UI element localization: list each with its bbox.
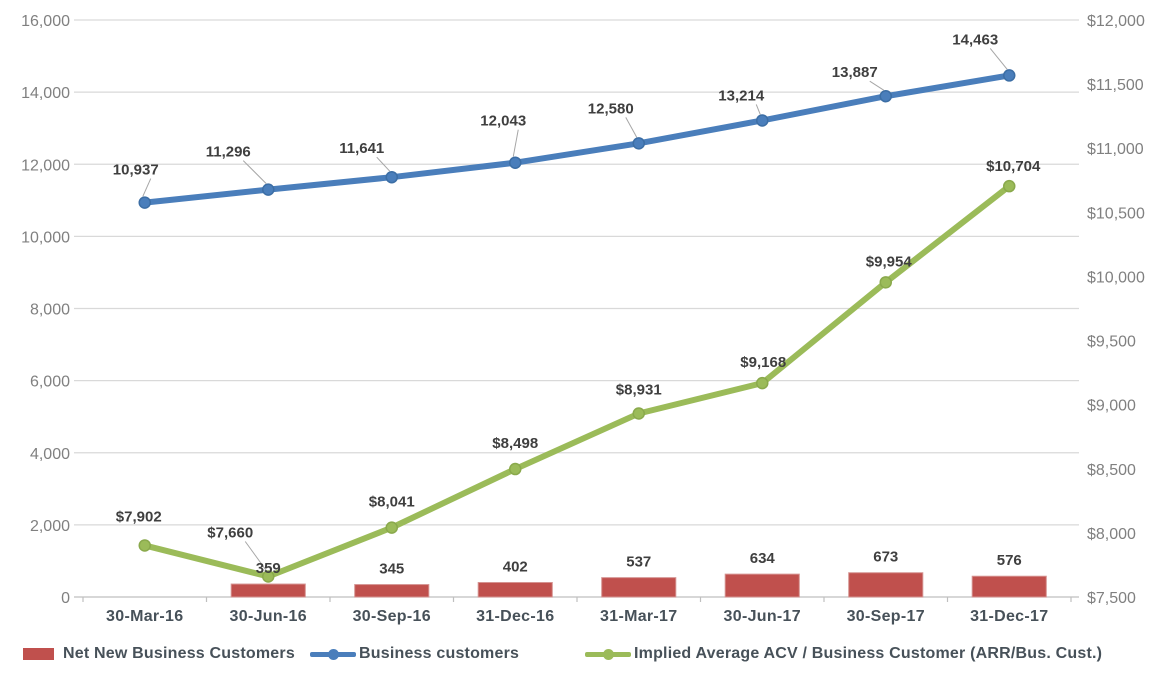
business-customers-marker — [509, 156, 522, 169]
x-axis-category-label: 31-Dec-16 — [476, 608, 554, 625]
implied-acv-label-leader — [244, 541, 267, 571]
business-customers-marker — [262, 183, 275, 196]
right-axis-tick-label: $10,500 — [1087, 205, 1145, 222]
bar-net-new-business-customers — [724, 573, 800, 598]
implied-acv-line — [141, 183, 1013, 580]
right-axis-tick-label: $11,500 — [1087, 77, 1144, 94]
x-axis-category-label: 31-Mar-17 — [600, 608, 677, 625]
bar-net-new-business-customers — [230, 583, 306, 598]
business-customers-label-leader — [755, 104, 761, 115]
bar-net-new-business-customers — [354, 584, 430, 598]
implied-acv-data-label: $9,168 — [740, 354, 786, 371]
left-axis-tick-label: 12,000 — [21, 157, 70, 174]
business-customers-label-leader — [989, 48, 1008, 70]
x-axis-category-label: 30-Jun-16 — [230, 608, 307, 625]
legend-item-business-customers: Business customers — [310, 640, 519, 668]
business-customers-marker — [632, 137, 645, 150]
bar-net-new-business-customers — [848, 572, 924, 598]
business-customers-label-leader — [242, 160, 267, 184]
business-customers-marker — [1003, 69, 1016, 82]
implied-acv-data-label: $8,498 — [492, 435, 538, 452]
net-new-data-label: 537 — [626, 554, 651, 571]
business-customers-data-label: 11,296 — [206, 144, 251, 161]
implied-acv-marker — [509, 462, 522, 476]
x-axis-category-label: 30-Jun-17 — [724, 608, 801, 625]
right-axis-tick-label: $12,000 — [1087, 13, 1145, 30]
legend-label: Business customers — [359, 645, 520, 662]
right-axis-tick-label: $9,000 — [1087, 398, 1136, 415]
right-axis-tick-label: $7,500 — [1087, 590, 1136, 607]
business-customers-label-leader — [869, 80, 885, 91]
business-customers-data-label: 11,641 — [339, 140, 384, 157]
business-customers-data-label: 12,043 — [480, 113, 526, 130]
bar-net-new-business-customers — [477, 582, 553, 598]
implied-acv-data-label: $8,041 — [369, 494, 415, 511]
implied-acv-data-label: $8,931 — [616, 382, 662, 399]
net-new-data-label: 673 — [873, 549, 898, 566]
implied-acv-data-label: $7,902 — [116, 508, 162, 525]
x-axis-category-label: 31-Dec-17 — [970, 608, 1048, 625]
right-axis-tick-label: $10,000 — [1087, 269, 1145, 286]
left-axis-tick-label: 6,000 — [30, 374, 70, 391]
implied-acv-marker — [879, 276, 892, 289]
x-axis-category-label: 30-Mar-16 — [106, 608, 183, 625]
x-axis-category-label: 30-Sep-16 — [353, 608, 431, 625]
business-customers-label-leader — [376, 156, 391, 172]
legend-line-swatch-green — [585, 648, 631, 660]
business-customers-marker — [385, 170, 398, 184]
left-axis-tick-label: 14,000 — [21, 85, 70, 102]
implied-acv-marker — [632, 407, 645, 420]
business-customers-data-label: 13,887 — [832, 64, 878, 81]
left-axis-tick-label: 4,000 — [30, 446, 70, 463]
left-axis-tick-label: 2,000 — [30, 518, 70, 535]
net-new-data-label: 345 — [379, 561, 404, 578]
legend-bar-swatch — [23, 648, 54, 660]
left-axis-tick-label: 0 — [61, 590, 70, 607]
right-axis-tick-label: $8,000 — [1087, 526, 1136, 543]
implied-acv-marker — [385, 521, 398, 534]
implied-acv-data-label: $7,660 — [207, 524, 253, 541]
implied-acv-data-label: $10,704 — [986, 158, 1041, 175]
net-new-data-label: 576 — [997, 552, 1022, 569]
right-axis-tick-label: $11,000 — [1087, 141, 1144, 158]
business-customers-label-leader — [142, 178, 152, 197]
business-customers-data-label: 12,580 — [588, 100, 634, 117]
x-axis-category-label: 30-Sep-17 — [847, 608, 925, 625]
implied-acv-marker — [1003, 179, 1016, 193]
bar-net-new-business-customers — [971, 575, 1047, 598]
business-customers-label-leader — [625, 117, 638, 138]
business-customers-data-label: 10,937 — [113, 162, 159, 179]
implied-acv-marker — [262, 570, 275, 583]
implied-acv-data-label: $9,954 — [866, 253, 913, 270]
bar-net-new-business-customers — [601, 577, 677, 598]
net-new-data-label: 634 — [750, 550, 776, 567]
left-axis-tick-label: 16,000 — [21, 13, 70, 30]
net-new-data-label: 402 — [503, 559, 528, 576]
legend: Net New Business Customers Business cust… — [0, 640, 1172, 670]
legend-label: Implied Average ACV / Business Customer … — [634, 645, 1103, 662]
business-customers-data-label: 13,214 — [718, 87, 765, 104]
legend-line-swatch-blue — [310, 648, 356, 660]
implied-acv-marker — [756, 376, 769, 390]
right-axis-tick-label: $8,500 — [1087, 462, 1136, 479]
business-customers-marker — [138, 196, 151, 209]
left-axis-tick-label: 8,000 — [30, 302, 70, 319]
net-new-data-label: 359 — [256, 560, 281, 577]
right-axis-tick-label: $9,500 — [1087, 334, 1136, 351]
business-customers-label-leader — [512, 129, 519, 157]
legend-item-net-new-business-customers: Net New Business Customers — [23, 640, 295, 668]
implied-acv-marker — [138, 539, 151, 552]
business-customers-marker — [756, 114, 769, 127]
legend-item-implied-average-acv: Implied Average ACV / Business Customer … — [585, 640, 1102, 668]
business-customers-line — [141, 72, 1013, 206]
business-customers-marker — [879, 89, 892, 103]
left-axis-tick-label: 10,000 — [21, 229, 70, 246]
legend-label: Net New Business Customers — [63, 645, 295, 662]
business-customers-data-label: 14,463 — [952, 31, 998, 48]
